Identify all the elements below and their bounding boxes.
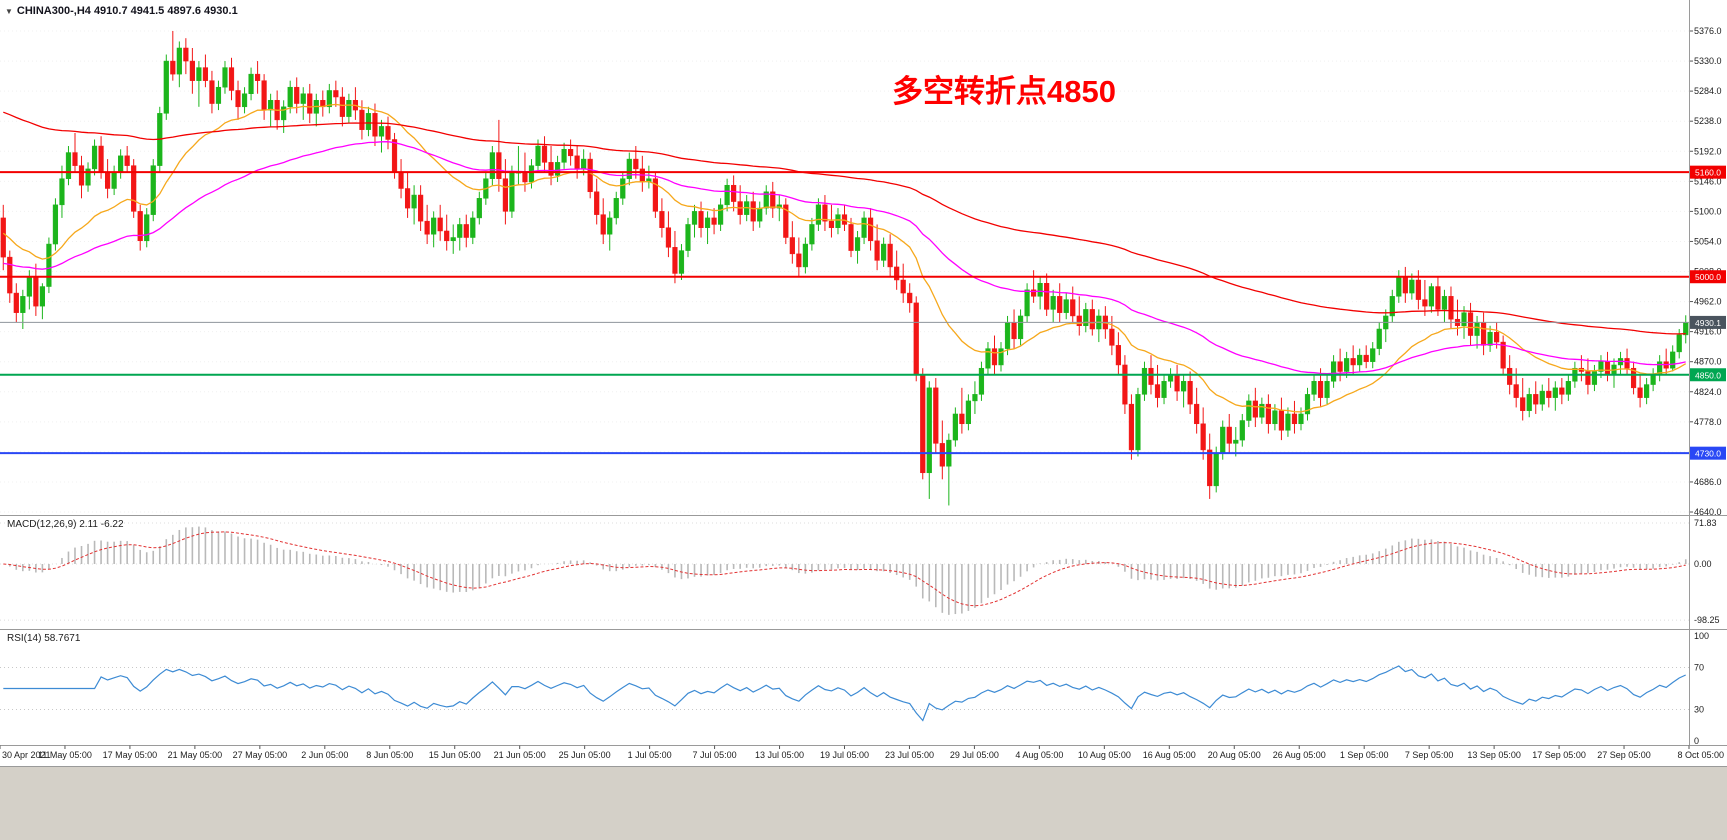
rsi-line [3, 665, 1686, 722]
svg-text:-98.25: -98.25 [1694, 615, 1720, 625]
symbol-ohlc-text: CHINA300-,H4 4910.7 4941.5 4897.6 4930.1 [16, 5, 238, 17]
ma-slow [3, 111, 1686, 335]
macd-panel: 71.83 0.00 -98.25 [0, 518, 1720, 625]
svg-text:29 Jul 05:00: 29 Jul 05:00 [950, 750, 999, 760]
rsi-panel: 100 70 30 0 [0, 631, 1709, 746]
svg-text:4686.0: 4686.0 [1694, 477, 1722, 487]
svg-text:100: 100 [1694, 631, 1709, 641]
svg-text:26 Aug 05:00: 26 Aug 05:00 [1273, 750, 1326, 760]
svg-text:5160.0: 5160.0 [1695, 168, 1721, 178]
svg-text:2 Jun 05:00: 2 Jun 05:00 [301, 750, 348, 760]
svg-text:4916.0: 4916.0 [1694, 327, 1722, 337]
svg-text:5100.0: 5100.0 [1694, 206, 1722, 216]
svg-text:8 Jun 05:00: 8 Jun 05:00 [366, 750, 413, 760]
svg-text:1 Jul 05:00: 1 Jul 05:00 [628, 750, 672, 760]
svg-text:17 May 05:00: 17 May 05:00 [103, 750, 158, 760]
svg-text:5284.0: 5284.0 [1694, 86, 1722, 96]
ma-medium [3, 141, 1686, 375]
svg-text:5000.0: 5000.0 [1695, 272, 1721, 282]
price-badge-4730.0 [1690, 446, 1726, 460]
svg-text:11 May 05:00: 11 May 05:00 [38, 750, 92, 760]
chart-annotation: 多空转折点4850 [892, 74, 1116, 109]
price-badge-5000.0 [1690, 270, 1726, 284]
svg-text:4778.0: 4778.0 [1694, 417, 1722, 427]
chart-shift-marker-icon: ▼ [5, 6, 13, 16]
svg-text:5238.0: 5238.0 [1694, 116, 1722, 126]
rsi-indicator-label: RSI(14) 58.7671 [7, 633, 81, 644]
svg-text:4824.0: 4824.0 [1694, 387, 1722, 397]
price-grid [0, 30, 1689, 513]
svg-text:27 May 05:00: 27 May 05:00 [233, 750, 288, 760]
svg-text:17 Sep 05:00: 17 Sep 05:00 [1532, 750, 1586, 760]
level-lines: 5160.0 5000.0 4930.1 4850.0 4730.0 [0, 165, 1726, 460]
svg-text:23 Jul 05:00: 23 Jul 05:00 [885, 750, 934, 760]
svg-text:21 May 05:00: 21 May 05:00 [168, 750, 223, 760]
svg-text:15 Jun 05:00: 15 Jun 05:00 [429, 750, 481, 760]
ma-fast [2, 103, 1687, 413]
svg-text:5330.0: 5330.0 [1694, 56, 1722, 66]
price-badge-4930.1 [1690, 315, 1726, 329]
svg-text:1 Sep 05:00: 1 Sep 05:00 [1340, 750, 1389, 760]
window-background [0, 766, 1727, 840]
macd-signal-line [3, 531, 1686, 607]
svg-text:16 Aug 05:00: 16 Aug 05:00 [1143, 750, 1196, 760]
svg-text:21 Jun 05:00: 21 Jun 05:00 [494, 750, 546, 760]
svg-text:20 Aug 05:00: 20 Aug 05:00 [1208, 750, 1261, 760]
svg-text:27 Sep 05:00: 27 Sep 05:00 [1597, 750, 1651, 760]
svg-text:5376.0: 5376.0 [1694, 26, 1722, 36]
svg-text:0.00: 0.00 [1694, 559, 1712, 569]
svg-text:30: 30 [1694, 705, 1704, 715]
svg-text:13 Jul 05:00: 13 Jul 05:00 [755, 750, 804, 760]
svg-text:71.83: 71.83 [1694, 518, 1717, 528]
svg-text:5192.0: 5192.0 [1694, 146, 1722, 156]
svg-text:5146.0: 5146.0 [1694, 176, 1722, 186]
price-badge-5160.0 [1690, 165, 1726, 179]
svg-text:4 Aug 05:00: 4 Aug 05:00 [1015, 750, 1063, 760]
candles [0, 31, 1689, 506]
svg-text:13 Sep 05:00: 13 Sep 05:00 [1467, 750, 1521, 760]
svg-text:70: 70 [1694, 663, 1704, 673]
svg-text:4850.0: 4850.0 [1695, 370, 1721, 380]
svg-text:7 Jul 05:00: 7 Jul 05:00 [693, 750, 737, 760]
svg-text:8 Oct 05:00: 8 Oct 05:00 [1677, 750, 1724, 760]
svg-text:7 Sep 05:00: 7 Sep 05:00 [1405, 750, 1454, 760]
svg-text:4730.0: 4730.0 [1695, 449, 1721, 459]
svg-text:4870.0: 4870.0 [1694, 357, 1722, 367]
svg-text:10 Aug 05:00: 10 Aug 05:00 [1078, 750, 1131, 760]
svg-text:30 Apr 2021: 30 Apr 2021 [2, 750, 51, 760]
svg-text:4640.0: 4640.0 [1694, 507, 1722, 517]
svg-text:0: 0 [1694, 736, 1699, 746]
svg-text:4962.0: 4962.0 [1694, 297, 1722, 307]
moving-averages [2, 103, 1687, 413]
candlestick-chart[interactable]: 5376.0 5330.0 5284.0 5238.0 5192.0 5146.0 5100… [0, 0, 1727, 766]
macd-indicator-label: MACD(12,26,9) 2.11 -6.22 [7, 519, 124, 530]
price-badge-4850.0 [1690, 368, 1726, 382]
svg-text:19 Jul 05:00: 19 Jul 05:00 [820, 750, 869, 760]
svg-text:4930.1: 4930.1 [1695, 318, 1721, 328]
svg-text:25 Jun 05:00: 25 Jun 05:00 [559, 750, 611, 760]
panel-separators [0, 0, 1727, 746]
svg-text:5054.0: 5054.0 [1694, 236, 1722, 246]
symbol-ohlc-readout: ▼ CHINA300-,H4 4910.7 4941.5 4897.6 4930… [5, 5, 238, 17]
